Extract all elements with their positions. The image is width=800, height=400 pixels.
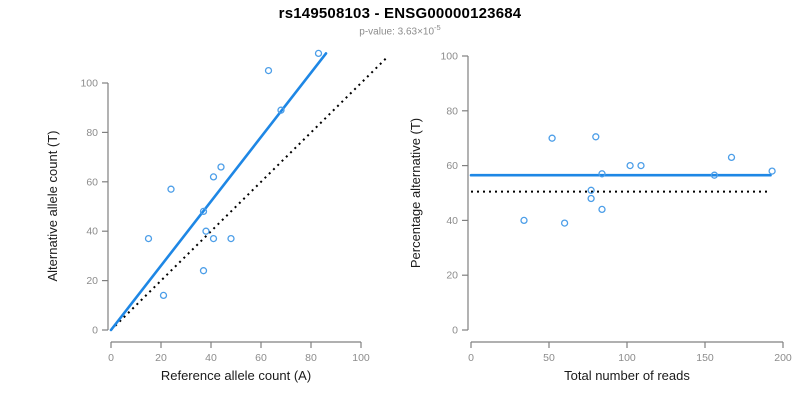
data-point [598, 205, 606, 214]
x-axis-title: Reference allele count (A) [161, 368, 311, 383]
data-point [199, 207, 208, 216]
y-tick-label: 20 [446, 270, 458, 282]
y-tick-label: 100 [440, 51, 458, 63]
x-axis-title: Total number of reads [564, 368, 690, 383]
y-tick-label: 40 [86, 226, 98, 238]
data-point [209, 173, 218, 181]
y-tick-label: 60 [446, 160, 458, 172]
x-tick-label: 80 [305, 352, 317, 364]
figure-subtitle: p-value: 3.63×10-5 [0, 23, 800, 37]
y-axis-title: Alternative allele count (T) [45, 130, 60, 281]
x-tick-label: 40 [205, 352, 217, 364]
y-tick-label: 80 [446, 105, 458, 117]
data-point [626, 161, 634, 170]
data-point [520, 216, 528, 225]
p-value-exponent: -5 [434, 23, 441, 32]
data-point [159, 291, 168, 300]
data-point [548, 134, 556, 142]
data-point [598, 170, 606, 178]
data-point [710, 171, 719, 179]
y-tick-label: 0 [452, 325, 458, 337]
x-tick-label: 150 [696, 352, 714, 364]
p-value-text: p-value: 3.63×10 [359, 26, 435, 38]
data-point [209, 234, 218, 243]
y-tick-label: 80 [86, 127, 98, 139]
y-tick-label: 20 [86, 275, 98, 287]
data-point [144, 234, 153, 243]
data-point [592, 133, 600, 141]
data-point [199, 267, 208, 275]
identity-line [110, 56, 389, 331]
data-point [264, 66, 273, 75]
y-tick-label: 0 [92, 325, 98, 337]
data-point [560, 219, 569, 227]
y-tick-label: 40 [446, 215, 458, 227]
x-tick-label: 100 [352, 352, 370, 364]
y-axis-title: Percentage alternative (T) [408, 118, 423, 268]
data-point [727, 153, 736, 162]
data-point [314, 49, 323, 58]
data-point [202, 227, 210, 235]
x-tick-label: 50 [543, 352, 555, 364]
y-tick-label: 100 [80, 78, 98, 90]
y-tick-label: 60 [86, 176, 98, 188]
x-tick-label: 60 [255, 352, 267, 364]
data-point [217, 163, 225, 171]
data-point [277, 106, 285, 114]
data-point [768, 167, 776, 175]
data-point [167, 185, 175, 193]
data-point [587, 186, 595, 194]
regression-line [109, 52, 328, 332]
x-tick-label: 0 [108, 352, 114, 364]
x-tick-label: 0 [468, 352, 474, 364]
x-tick-label: 100 [618, 352, 636, 364]
panel-allele-count-scatter: 0 20 40 60 80 100 0 20 40 60 80 100 Reference allele… [45, 49, 389, 383]
data-point [587, 194, 595, 203]
x-tick-label: 200 [774, 352, 792, 364]
data-point [637, 161, 645, 170]
x-tick-label: 20 [155, 352, 167, 364]
figure-title: rs149508103 - ENSG00000123684 [278, 5, 522, 22]
panel-percentage-scatter: 0 20 40 60 80 100 0 50 100 150 200 Total number of … [408, 51, 792, 384]
data-point [227, 234, 235, 243]
